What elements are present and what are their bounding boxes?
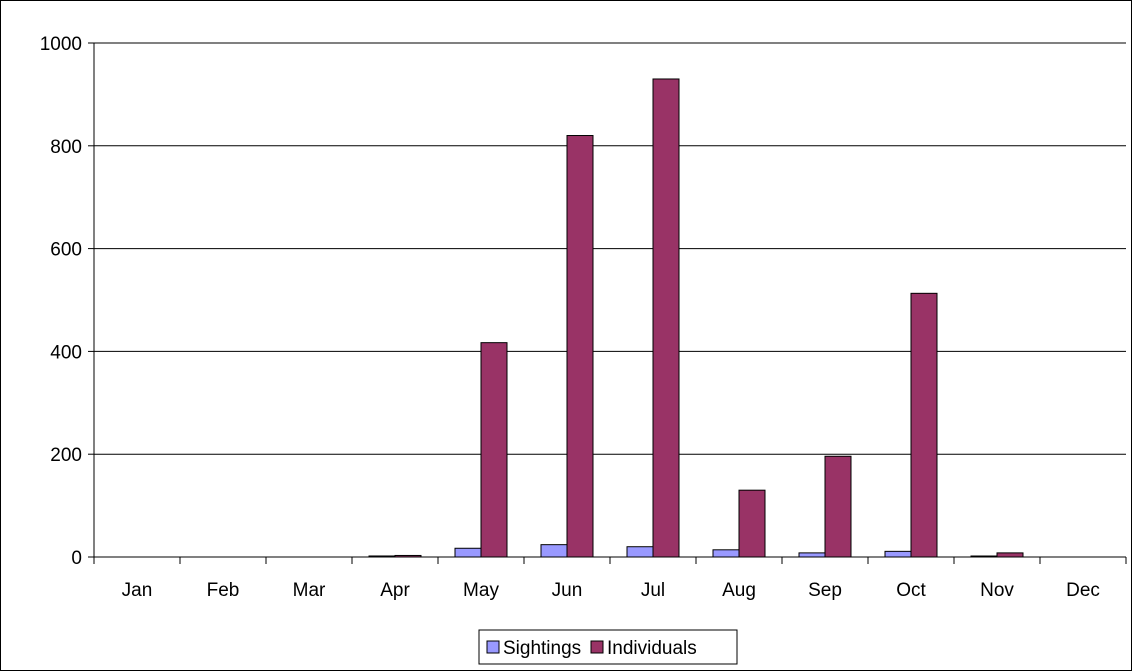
bar-individuals-jun — [566, 135, 594, 558]
y-tick-label: 0 — [71, 548, 82, 569]
x-tick-label: Jul — [641, 580, 665, 601]
legend-box — [478, 629, 738, 665]
bar-individuals-aug — [738, 489, 766, 558]
x-tick-label: Feb — [207, 580, 240, 601]
y-tick-label: 200 — [50, 445, 82, 466]
bar-sightings-may — [454, 547, 482, 558]
x-tick-label: Oct — [896, 580, 926, 601]
bar-individuals-oct — [910, 292, 938, 558]
bar-sightings-jul — [626, 546, 654, 558]
legend-label-sightings: Sightings — [503, 638, 581, 659]
y-tick-label: 800 — [50, 137, 82, 158]
bar-sightings-aug — [712, 549, 740, 558]
axes: 0 200 400 600 800 1000 Jan Feb Mar Apr May Jun Jul Au… — [40, 34, 1127, 601]
bar-individuals-may — [480, 342, 508, 558]
x-tick-label: Jun — [552, 580, 583, 601]
x-tick-label: Mar — [293, 580, 326, 601]
x-tick-label: Aug — [722, 580, 756, 601]
bar-sightings-jun — [540, 544, 568, 558]
bar-sightings-oct — [884, 550, 912, 558]
legend: Sightings Individuals — [478, 629, 738, 665]
x-tick-label: May — [463, 580, 499, 601]
y-tick-label: 1000 — [40, 34, 82, 55]
x-tick-label: Apr — [380, 580, 410, 601]
x-tick-label: Nov — [980, 580, 1014, 601]
bar-individuals-jul — [652, 78, 680, 558]
x-tick-label: Sep — [808, 580, 842, 601]
gridlines — [94, 42, 1126, 455]
legend-swatch-sightings — [486, 640, 500, 654]
bars — [368, 78, 1024, 558]
bar-individuals-sep — [824, 455, 852, 558]
y-tick-label: 400 — [50, 342, 82, 363]
legend-swatch-individuals — [590, 640, 604, 654]
y-tick-label: 600 — [50, 240, 82, 261]
x-tick-label: Jan — [122, 580, 153, 601]
bar-individuals-nov — [996, 552, 1024, 558]
x-tick-label: Dec — [1066, 580, 1100, 601]
legend-label-individuals: Individuals — [607, 638, 697, 659]
bar-sightings-sep — [798, 552, 826, 558]
